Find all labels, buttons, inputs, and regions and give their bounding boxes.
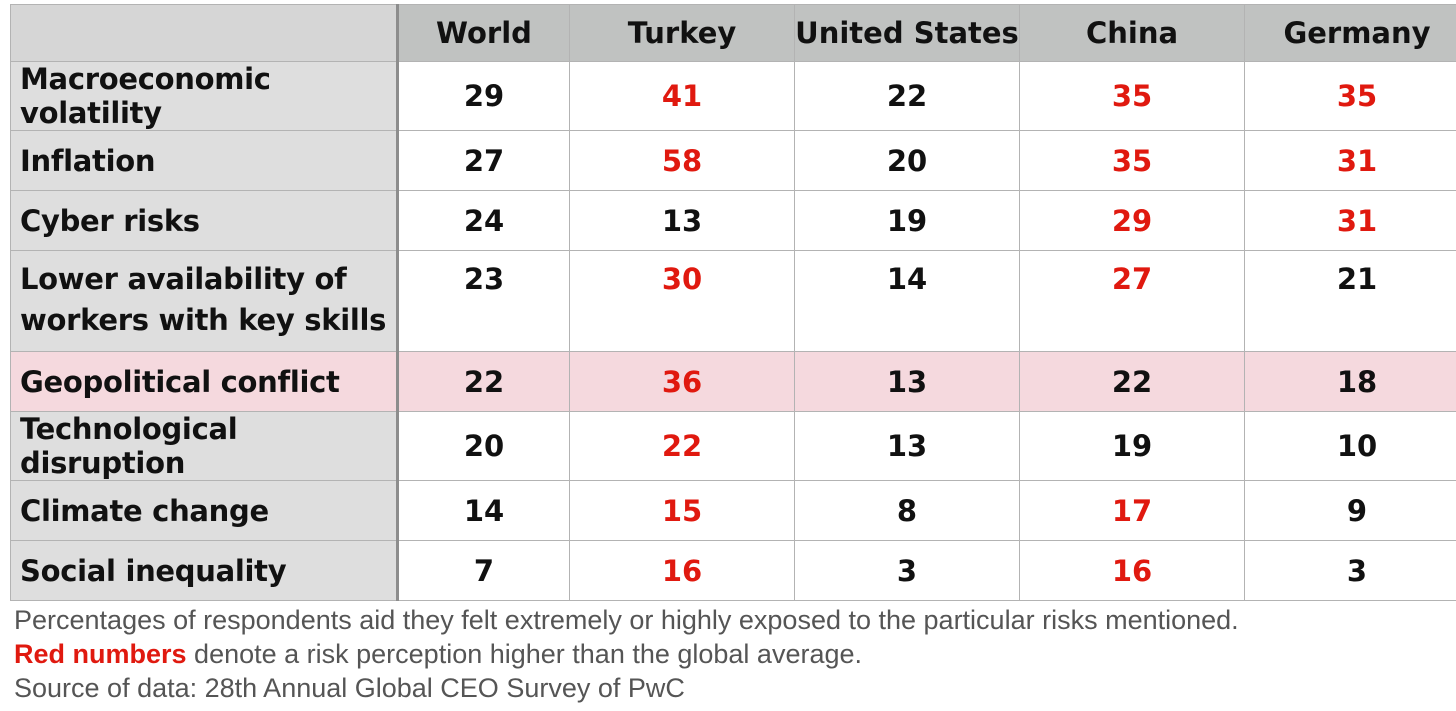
table-row: Social inequality 7 16 3 16 3 bbox=[10, 540, 1456, 601]
value-cell: 35 bbox=[1019, 61, 1245, 131]
table-header: World Turkey United States China Germany bbox=[10, 4, 1456, 62]
value-cell: 30 bbox=[569, 250, 795, 352]
value-cell: 19 bbox=[1019, 411, 1245, 481]
value-cell: 15 bbox=[569, 480, 795, 541]
table-row: Cyber risks 24 13 19 29 31 bbox=[10, 190, 1456, 251]
value-cell: 22 bbox=[569, 411, 795, 481]
value-cell: 22 bbox=[1019, 351, 1245, 412]
value-cell: 35 bbox=[1019, 130, 1245, 191]
value-cell: 3 bbox=[794, 540, 1020, 601]
table-row: Lower availability of workers with key s… bbox=[10, 250, 1456, 352]
value-cell: 13 bbox=[794, 411, 1020, 481]
value-cell: 14 bbox=[397, 480, 570, 541]
value-cell: 35 bbox=[1244, 61, 1456, 131]
table-row: Geopolitical conflict 22 36 13 22 18 bbox=[10, 351, 1456, 412]
table-row: Inflation 27 58 20 35 31 bbox=[10, 130, 1456, 191]
value-cell: 24 bbox=[397, 190, 570, 251]
table-row: Macroeconomic volatility 29 41 22 35 35 bbox=[10, 61, 1456, 131]
value-cell: 23 bbox=[397, 250, 570, 352]
column-header: China bbox=[1019, 4, 1245, 62]
value-cell: 29 bbox=[1019, 190, 1245, 251]
value-cell: 22 bbox=[397, 351, 570, 412]
footnote-legend: Red numbers denote a risk perception hig… bbox=[14, 637, 1444, 671]
row-label: Geopolitical conflict bbox=[10, 351, 399, 412]
table-row: Climate change 14 15 8 17 9 bbox=[10, 480, 1456, 541]
value-cell: 10 bbox=[1244, 411, 1456, 481]
risk-table-container: World Turkey United States China Germany Mac… bbox=[10, 4, 1456, 601]
value-cell: 27 bbox=[397, 130, 570, 191]
value-cell: 22 bbox=[794, 61, 1020, 131]
value-cell: 3 bbox=[1244, 540, 1456, 601]
header-row: World Turkey United States China Germany bbox=[10, 4, 1456, 62]
value-cell: 17 bbox=[1019, 480, 1245, 541]
value-cell: 16 bbox=[569, 540, 795, 601]
value-cell: 19 bbox=[794, 190, 1020, 251]
row-label: Social inequality bbox=[10, 540, 399, 601]
row-label: Macroeconomic volatility bbox=[10, 61, 399, 131]
row-label: Inflation bbox=[10, 130, 399, 191]
value-cell: 21 bbox=[1244, 250, 1456, 352]
header-corner-cell bbox=[10, 4, 398, 62]
value-cell: 27 bbox=[1019, 250, 1245, 352]
value-cell: 58 bbox=[569, 130, 795, 191]
legend-explanation: denote a risk perception higher than the… bbox=[186, 639, 863, 669]
column-header: Turkey bbox=[569, 4, 795, 62]
legend-red-numbers: Red numbers bbox=[14, 639, 187, 669]
value-cell: 29 bbox=[397, 61, 570, 131]
value-cell: 13 bbox=[569, 190, 795, 251]
value-cell: 20 bbox=[794, 130, 1020, 191]
value-cell: 9 bbox=[1244, 480, 1456, 541]
value-cell: 41 bbox=[569, 61, 795, 131]
value-cell: 31 bbox=[1244, 190, 1456, 251]
column-header: Germany bbox=[1244, 4, 1456, 62]
table-row: Technological disruption 20 22 13 19 10 bbox=[10, 411, 1456, 481]
column-header: World bbox=[396, 4, 570, 62]
value-cell: 13 bbox=[794, 351, 1020, 412]
row-label: Cyber risks bbox=[10, 190, 399, 251]
value-cell: 16 bbox=[1019, 540, 1245, 601]
table-body: Macroeconomic volatility 29 41 22 35 35 Inflat… bbox=[10, 61, 1456, 601]
column-header: United States bbox=[794, 4, 1020, 62]
value-cell: 20 bbox=[397, 411, 570, 481]
value-cell: 8 bbox=[794, 480, 1020, 541]
footnotes: Percentages of respondents aid they felt… bbox=[14, 603, 1444, 705]
row-label: Climate change bbox=[10, 480, 399, 541]
value-cell: 31 bbox=[1244, 130, 1456, 191]
footnote-description: Percentages of respondents aid they felt… bbox=[14, 605, 1239, 635]
value-cell: 18 bbox=[1244, 351, 1456, 412]
footnote-source: Source of data: 28th Annual Global CEO S… bbox=[14, 673, 685, 703]
value-cell: 36 bbox=[569, 351, 795, 412]
row-label: Technological disruption bbox=[10, 411, 399, 481]
value-cell: 7 bbox=[397, 540, 570, 601]
value-cell: 14 bbox=[794, 250, 1020, 352]
risk-exposure-table: World Turkey United States China Germany Mac… bbox=[10, 4, 1456, 601]
row-label: Lower availability of workers with key s… bbox=[10, 250, 399, 352]
